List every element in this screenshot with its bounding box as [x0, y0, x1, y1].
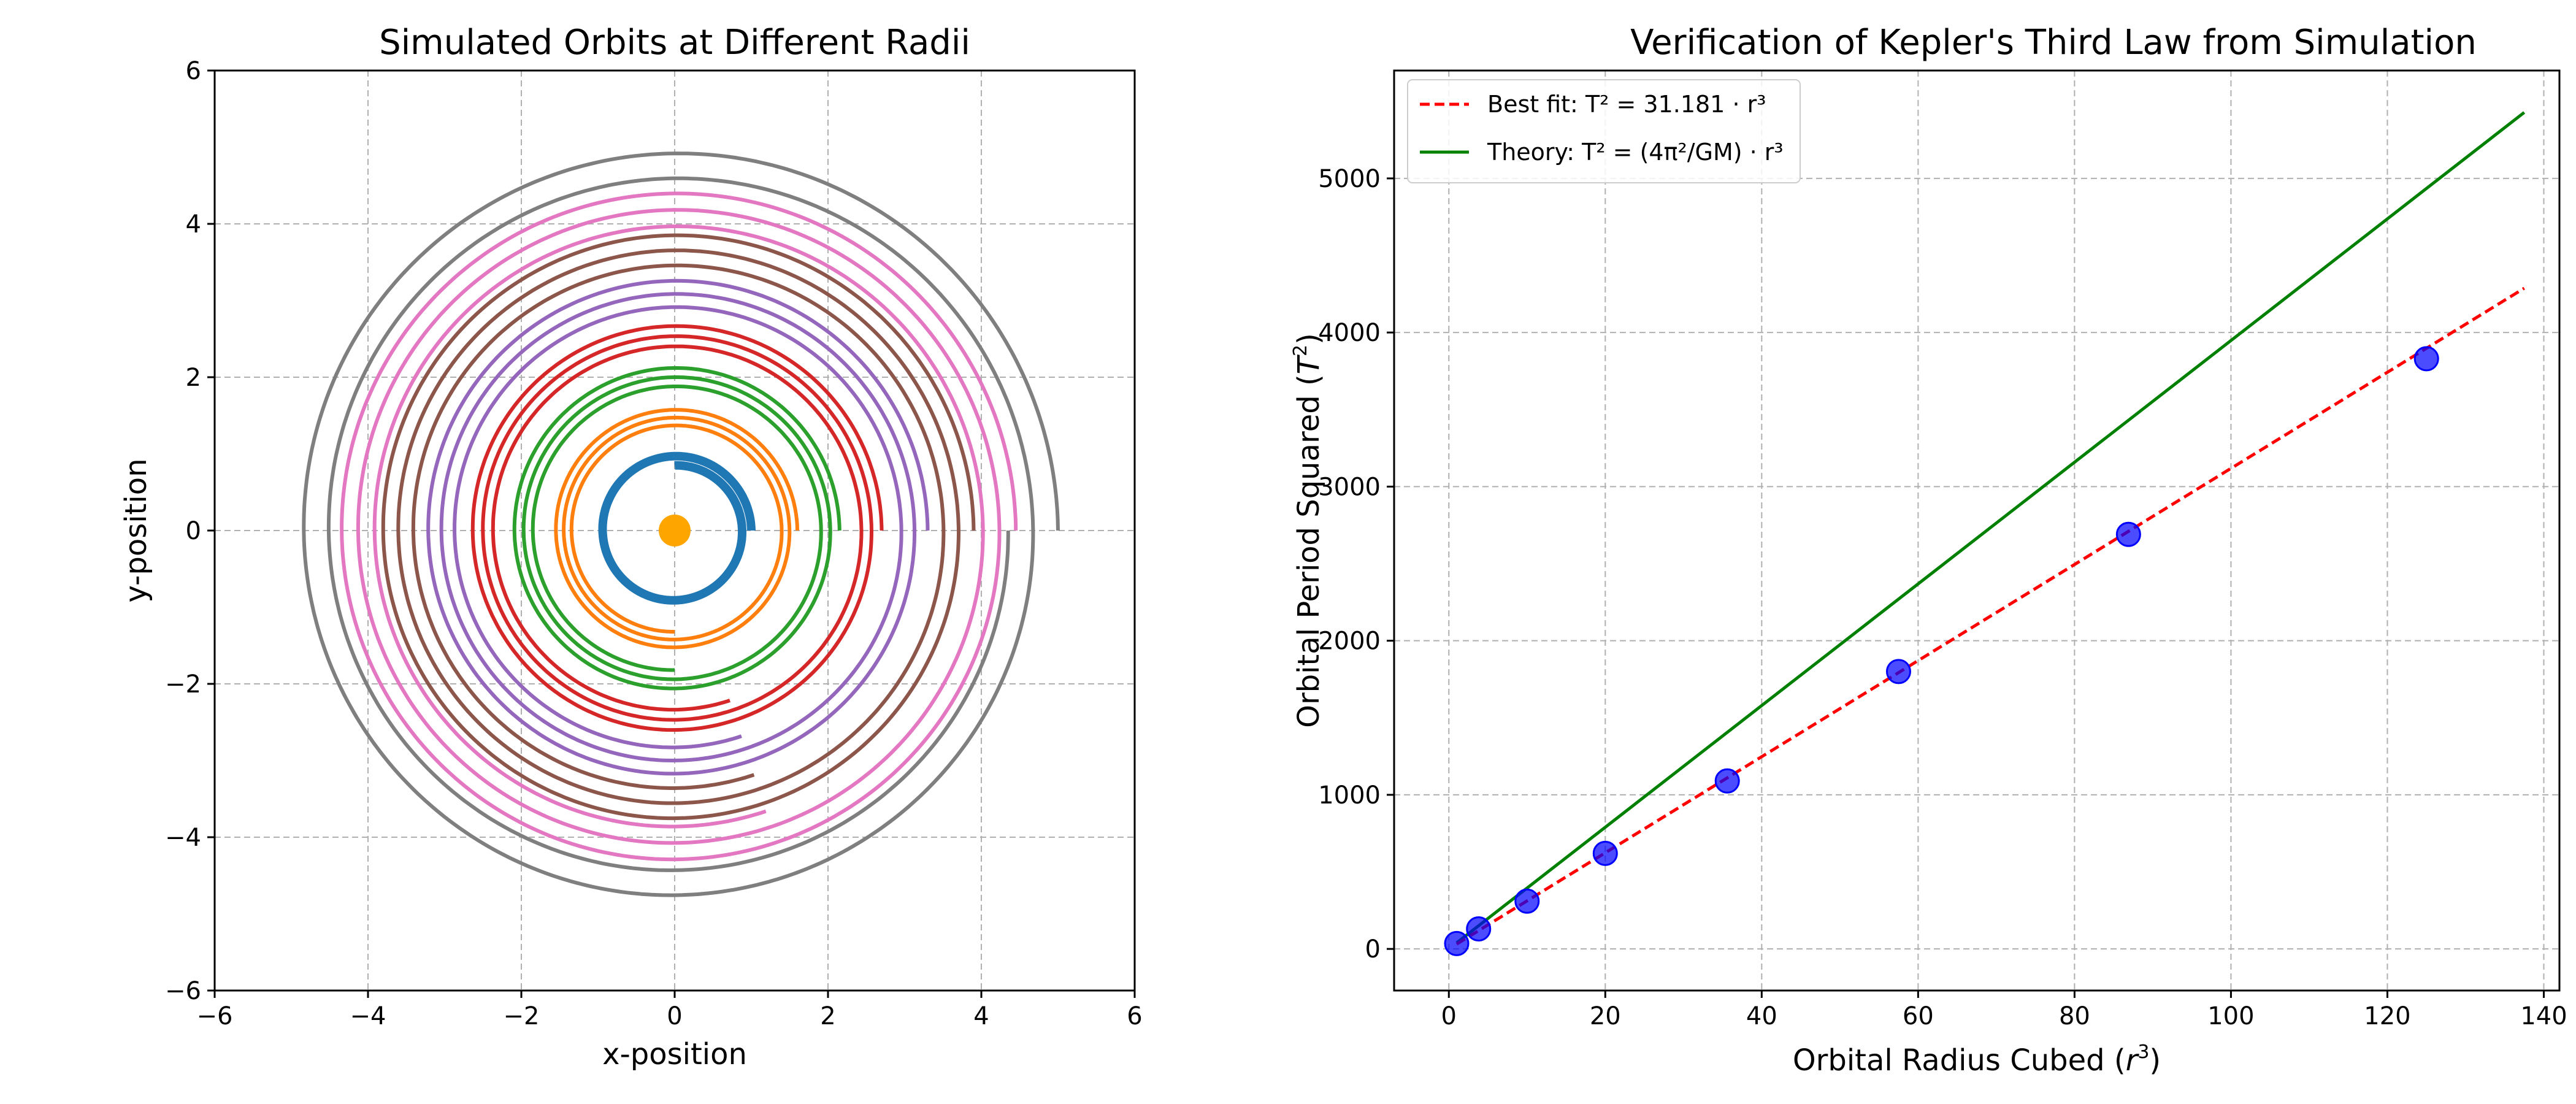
y-tick-label: 4 [186, 210, 201, 239]
x-tick-label: 0 [1441, 1002, 1457, 1030]
kepler-ticks: 0 20 40 60 80 100 120 140 0 1000 2000 3000 4000 5000 [1318, 165, 2567, 1030]
kepler-chart-title: Verification of Kepler's Third Law from … [1630, 23, 2477, 63]
orbit-trace-5 [426, 278, 930, 776]
orbits-plot-area [302, 151, 1060, 897]
data-point [1714, 768, 1740, 794]
data-point [1592, 840, 1618, 866]
orbit-trace-3 [512, 366, 841, 691]
orbits-ticks: −6 −4 −2 0 2 4 6 −6 −4 −2 0 2 4 6 [165, 57, 1143, 1030]
y-tick-label: 2 [186, 364, 201, 392]
kepler-y-axis-label: Orbital Period Squared (T2) [1290, 333, 1326, 728]
x-tick-label: 0 [667, 1002, 682, 1030]
legend-fit-label: Best fit: T² = 31.181 · r³ [1487, 91, 1766, 118]
x-tick-label: 60 [1903, 1002, 1934, 1030]
kepler-legend: Best fit: T² = 31.181 · r³ Theory: T² = … [1407, 79, 1801, 183]
orbits-x-axis-label: x-position [602, 1037, 747, 1071]
y-tick-label: 4000 [1318, 319, 1381, 347]
orbit-trace-2 [554, 408, 799, 650]
y-tick-label: 5000 [1318, 165, 1381, 193]
data-point [1466, 916, 1492, 941]
kepler-grid [1394, 71, 2559, 991]
orbits-chart: Simulated Orbits at Different Radii −6 −4… [119, 23, 1143, 1071]
y-tick-label: 6 [186, 57, 201, 85]
legend-box [1407, 79, 1801, 183]
x-tick-label: 80 [2059, 1002, 2090, 1030]
kepler-x-axis-label: Orbital Radius Cubed (r3) [1793, 1041, 2161, 1078]
y-tick-label: −4 [165, 824, 201, 852]
legend-theory-label: Theory: T² = (4π²/GM) · r³ [1487, 139, 1784, 166]
y-tick-label: 3000 [1318, 473, 1381, 501]
y-tick-label: 1000 [1318, 781, 1381, 810]
y-tick-label: −6 [165, 977, 201, 1005]
y-tick-label: 0 [1365, 935, 1381, 964]
best-fit-line [1455, 286, 2525, 946]
kepler-axes-frame [1393, 69, 2561, 992]
orbit-trace-8 [302, 151, 1060, 897]
y-tick-label: 2000 [1318, 627, 1381, 656]
orbit-trace-1 [598, 451, 756, 605]
x-tick-label: −2 [504, 1002, 540, 1030]
x-tick-label: 40 [1746, 1002, 1777, 1030]
theory-line [1455, 111, 2526, 945]
x-tick-label: 140 [2520, 1002, 2567, 1030]
x-tick-label: 6 [1127, 1002, 1142, 1030]
orbit-trace-7 [340, 191, 1018, 862]
data-point [2115, 521, 2141, 547]
x-tick-label: 2 [820, 1002, 835, 1030]
data-point [1885, 659, 1911, 684]
x-tick-label: 120 [2364, 1002, 2410, 1030]
x-tick-label: 4 [973, 1002, 989, 1030]
y-tick-label: −2 [165, 670, 201, 699]
y-tick-label: 0 [186, 517, 201, 545]
orbit-trace-6 [381, 233, 976, 821]
data-point [2413, 346, 2439, 372]
x-tick-label: 100 [2207, 1002, 2254, 1030]
orbits-y-axis-label: y-position [119, 458, 153, 602]
x-tick-label: 20 [1590, 1002, 1621, 1030]
x-tick-label: −6 [197, 1002, 233, 1030]
data-point [1514, 888, 1540, 914]
orbits-chart-title: Simulated Orbits at Different Radii [379, 23, 970, 63]
data-point [1444, 930, 1470, 956]
x-tick-label: −4 [350, 1002, 386, 1030]
kepler-chart: Verification of Kepler's Third Law from … [1290, 23, 2567, 1078]
orbit-trace-4 [470, 324, 884, 732]
central-body-marker [659, 515, 691, 546]
kepler-plot-area [1444, 111, 2526, 956]
